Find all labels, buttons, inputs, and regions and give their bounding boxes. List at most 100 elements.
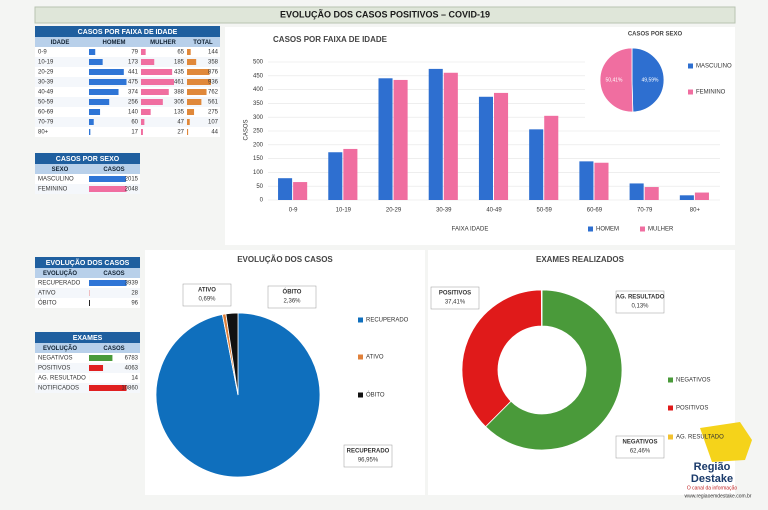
label-name: ÓBITO: [283, 288, 302, 296]
table-row-bg: [35, 117, 220, 127]
cell-bar: [89, 119, 94, 125]
cell-bar: [89, 129, 91, 135]
cell-value: 6783: [125, 356, 139, 362]
table-row-bg: [35, 353, 140, 363]
row-label: 20-29: [38, 70, 54, 76]
bar: [579, 161, 594, 200]
legend-swatch: [688, 63, 693, 69]
legend-label: ATIVO: [366, 355, 384, 361]
table-title-bg: [35, 153, 140, 164]
row-label: MASCULINO: [38, 177, 74, 183]
row-label: 0-9: [38, 50, 47, 56]
y-tick-label: 500: [253, 60, 264, 66]
table-header-bg: [35, 37, 220, 47]
cell-value: 2048: [125, 187, 139, 193]
bar: [428, 68, 443, 201]
table-title: CASOS POR SEXO: [56, 156, 120, 163]
cell-bar: [141, 79, 174, 85]
table-row-bg: [35, 47, 220, 57]
slice: [485, 289, 623, 451]
cell-bar: [89, 176, 126, 182]
label-name: ATIVO: [198, 288, 216, 294]
label-name: NEGATIVOS: [623, 440, 658, 446]
row-label: 10-19: [38, 60, 54, 66]
cell-bar: [89, 300, 90, 306]
bar: [393, 79, 408, 200]
cell-bar: [187, 59, 197, 65]
cell-value: 3939: [125, 281, 139, 287]
cell-value: 185: [174, 60, 185, 66]
chart-title: EXAMES REALIZADOS: [536, 255, 625, 264]
legend-label: RECUPERADO: [366, 318, 409, 324]
cell-bar: [89, 69, 124, 75]
table-row-bg: [35, 57, 220, 67]
row-label: NEGATIVOS: [38, 356, 73, 362]
cell-value: 135: [174, 110, 185, 116]
label-box: [615, 435, 665, 459]
table-header: EVOLUÇÃO: [43, 345, 77, 352]
cell-bar: [141, 119, 145, 125]
table-header-bg: [35, 164, 140, 174]
legend-swatch: [588, 226, 593, 232]
slice: [631, 47, 665, 113]
table-row-bg: [35, 288, 140, 298]
cell-value: 561: [208, 100, 219, 106]
table-header: EVOLUÇÃO: [43, 270, 77, 277]
table-row-bg: [35, 363, 140, 373]
cell-bar: [141, 49, 146, 55]
legend-swatch: [668, 377, 673, 383]
table-header-bg: [35, 343, 140, 353]
x-axis-label: FAIXA IDADE: [452, 227, 489, 233]
row-label: 60-69: [38, 110, 54, 116]
y-tick-label: 100: [253, 170, 264, 176]
table-row-bg: [35, 107, 220, 117]
table-header: CASOS: [103, 167, 124, 173]
cell-bar: [89, 280, 127, 286]
y-tick-label: 200: [253, 142, 264, 148]
x-tick-label: 10-19: [336, 208, 352, 214]
chart-title: EVOLUÇÃO DOS CASOS: [237, 255, 333, 264]
legend-swatch: [358, 392, 363, 398]
x-tick-label: 60-69: [587, 208, 603, 214]
cell-value: 44: [211, 130, 218, 136]
legend-label: POSITIVOS: [676, 406, 708, 412]
cell-value: 47: [177, 120, 184, 126]
value-label: 49,59%: [642, 77, 660, 83]
row-label: RECUPERADO: [38, 281, 81, 287]
cell-bar: [89, 355, 113, 361]
table-header: MULHER: [150, 40, 176, 46]
legend-swatch: [640, 226, 645, 232]
cell-bar: [89, 186, 127, 192]
cell-bar: [187, 79, 211, 85]
cell-value: 374: [128, 90, 139, 96]
bar: [378, 78, 393, 200]
cell-value: 461: [174, 80, 185, 86]
brand: Região: [694, 461, 731, 473]
legend-label: AG. RESULTADO: [676, 435, 724, 441]
x-tick-label: 30-39: [436, 208, 452, 214]
row-label: 40-49: [38, 90, 54, 96]
table-header: CASOS: [103, 346, 124, 352]
legend-swatch: [668, 405, 673, 411]
cell-bar: [89, 79, 127, 85]
cell-value: 358: [208, 60, 219, 66]
table-title: EXAMES: [73, 335, 103, 342]
cell-value: 275: [208, 110, 219, 116]
table-title: EVOLUÇÃO DOS CASOS: [46, 258, 130, 267]
row-label: 50-59: [38, 100, 54, 106]
cell-bar: [141, 69, 173, 75]
cell-value: 441: [128, 70, 139, 76]
label-box: [267, 285, 317, 309]
legend-label: MULHER: [648, 227, 674, 233]
bar: [629, 183, 644, 200]
legend-swatch: [688, 89, 693, 95]
url: www.regiaoemdestake.com.br: [685, 493, 752, 499]
cell-value: 27: [177, 130, 184, 136]
table-row-bg: [35, 298, 140, 308]
bar: [328, 152, 343, 200]
table-header: CASOS: [103, 271, 124, 277]
table-header: SEXO: [52, 167, 69, 173]
slogan: O canal da informação: [687, 485, 738, 491]
table-row-bg: [35, 184, 140, 194]
